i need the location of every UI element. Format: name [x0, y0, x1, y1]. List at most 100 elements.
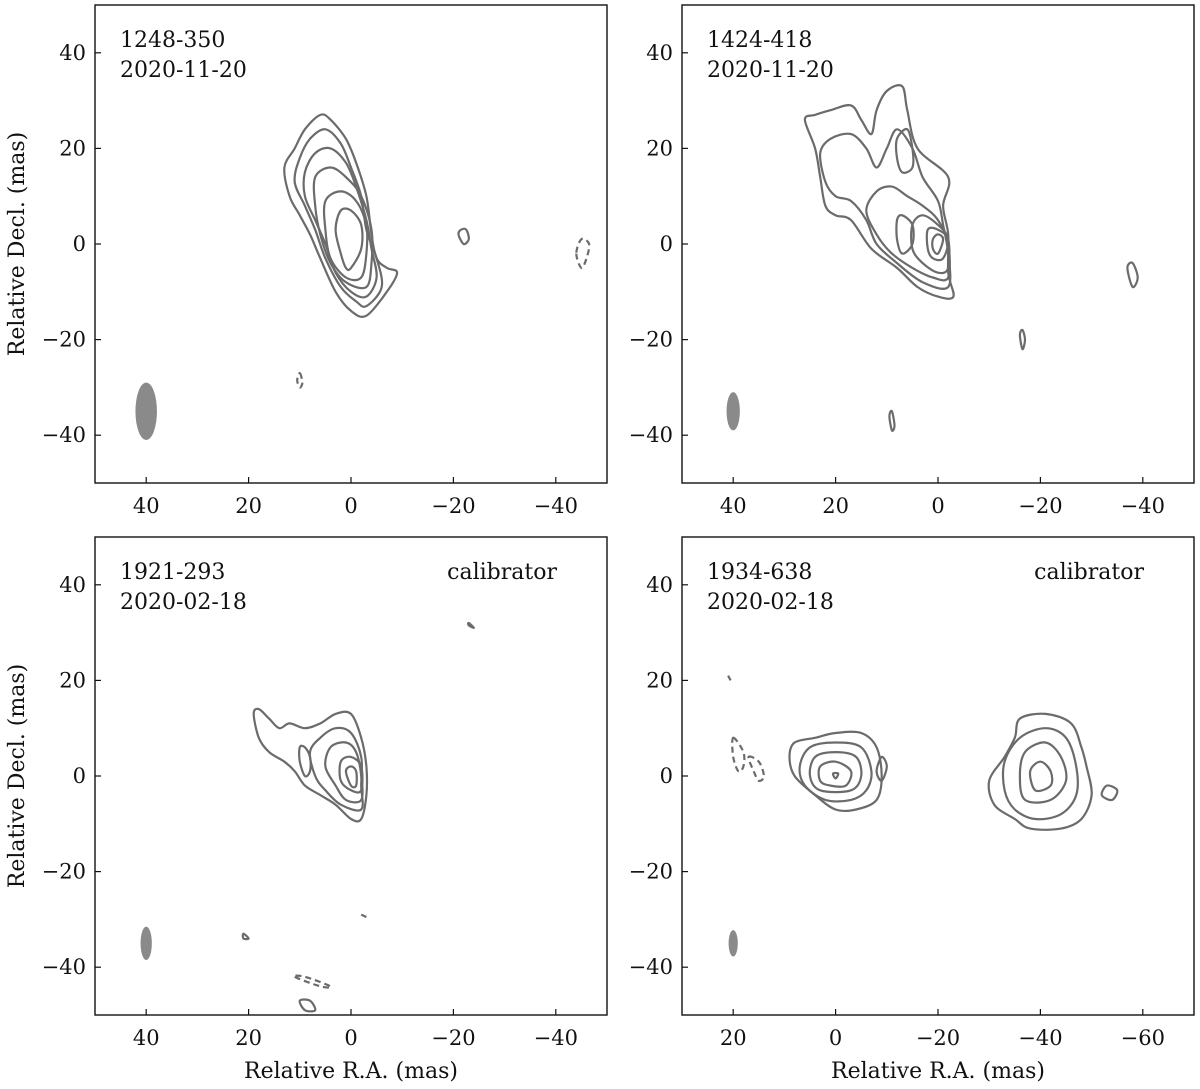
contour-line [334, 207, 364, 272]
negative-contour [731, 736, 746, 773]
y-tick-label: 20 [646, 136, 673, 160]
negative-contour [747, 755, 766, 783]
x-tick-label: −40 [1018, 1026, 1062, 1050]
contour-line [252, 707, 369, 823]
y-tick-label: −40 [629, 423, 673, 447]
x-tick-label: −20 [1018, 494, 1062, 518]
contour-line [818, 128, 952, 290]
y-axis-label: Relative Decl. (mas) [5, 132, 30, 357]
contour-line [1028, 760, 1054, 793]
contour-line [1001, 727, 1079, 821]
y-tick-label: −20 [629, 328, 673, 352]
x-tick-label: −60 [1121, 1026, 1165, 1050]
beam-ellipse [726, 392, 740, 431]
observation-date: 2020-11-20 [707, 58, 834, 83]
calibrator-tag: calibrator [1034, 560, 1144, 585]
contour-line [283, 113, 399, 318]
negative-contour [296, 371, 304, 389]
contour-line [298, 998, 317, 1013]
source-name: 1424-418 [707, 28, 812, 53]
y-tick-label: 20 [59, 668, 86, 692]
contour-line [895, 214, 915, 255]
x-tick-label: −20 [431, 494, 475, 518]
negative-contour [575, 237, 591, 270]
y-tick-label: −20 [42, 860, 86, 884]
contour-line [798, 741, 873, 803]
contour-line [888, 409, 896, 432]
y-tick-label: −40 [629, 955, 673, 979]
y-tick-label: 40 [59, 573, 86, 597]
contour-line [308, 726, 364, 812]
contour-line [987, 712, 1093, 831]
contour-line [817, 760, 853, 788]
negative-contour [293, 974, 333, 989]
y-tick-label: 0 [73, 232, 86, 256]
x-tick-label: 20 [235, 1026, 262, 1050]
observation-date: 2020-11-20 [120, 58, 247, 83]
beam-ellipse [728, 930, 738, 957]
x-tick-label: 0 [931, 494, 944, 518]
contour-line [1018, 328, 1027, 351]
y-tick-label: 20 [646, 668, 673, 692]
beam-ellipse [135, 382, 157, 440]
calibrator-tag: calibrator [447, 560, 557, 585]
panel-1248-350: 40 20 0 −20 −40 40 20 0 −20 −40 1248-350 2020-11-20… [5, 4, 608, 518]
y-tick-label: 40 [646, 41, 673, 65]
contour-line [875, 755, 888, 782]
contour-group [241, 621, 476, 1013]
contour-group [803, 84, 1139, 432]
x-tick-label: 40 [133, 1026, 160, 1050]
observation-date: 2020-02-18 [120, 590, 247, 615]
x-tick-label: 40 [133, 494, 160, 518]
contour-line [803, 84, 955, 300]
contour-line [241, 932, 250, 941]
contour-line [727, 675, 732, 681]
contour-line [467, 621, 476, 629]
contour-line [312, 166, 374, 290]
contour-line [324, 741, 364, 804]
x-tick-label: −20 [916, 1026, 960, 1050]
x-tick-label: 20 [235, 494, 262, 518]
y-tick-label: 0 [660, 764, 673, 788]
y-tick-label: −20 [629, 860, 673, 884]
source-name: 1248-350 [120, 28, 225, 53]
x-tick-label: −40 [534, 494, 578, 518]
x-tick-label: −40 [1121, 494, 1165, 518]
contour-line [831, 771, 840, 780]
contour-line [457, 227, 470, 246]
contour-line [344, 765, 358, 789]
source-name: 1921-293 [120, 560, 225, 585]
x-tick-label: 20 [822, 494, 849, 518]
y-tick-label: 0 [73, 764, 86, 788]
contour-line [1126, 261, 1139, 289]
contour-line [788, 730, 883, 813]
contour-line [1018, 741, 1068, 804]
x-tick-label: 0 [829, 1026, 842, 1050]
contour-line [298, 744, 312, 778]
panel-1921-293: 40 20 0 −20 −40 40 20 0 −20 −40 1921-293 2020-02-18… [5, 536, 608, 1084]
contour-line [1100, 784, 1119, 802]
panel-1934-638: 40 20 0 −20 −40 20 0 −20 −40 −60 1934-638 2020-02-1… [629, 536, 1195, 1084]
contour-group [283, 113, 591, 389]
observation-date: 2020-02-18 [707, 590, 834, 615]
contour-line [808, 750, 863, 794]
y-tick-label: 20 [59, 136, 86, 160]
y-tick-label: −40 [42, 423, 86, 447]
x-axis-label: Relative R.A. (mas) [831, 1059, 1045, 1084]
beam-ellipse [140, 926, 152, 961]
y-tick-label: −20 [42, 328, 86, 352]
y-tick-label: −40 [42, 955, 86, 979]
x-tick-label: −20 [431, 1026, 475, 1050]
x-tick-label: 20 [720, 1026, 747, 1050]
panel-1424-418: 40 20 0 −20 −40 40 20 0 −20 −40 1424-418 2020-11-20 [629, 4, 1195, 518]
contour-line [865, 185, 951, 282]
source-name: 1934-638 [707, 560, 812, 585]
contour-line [360, 913, 367, 918]
y-tick-label: 0 [660, 232, 673, 256]
contour-line [338, 755, 364, 794]
contour-group [727, 675, 1119, 831]
contour-line [931, 233, 945, 256]
x-tick-label: 0 [344, 494, 357, 518]
contour-line [322, 190, 369, 282]
